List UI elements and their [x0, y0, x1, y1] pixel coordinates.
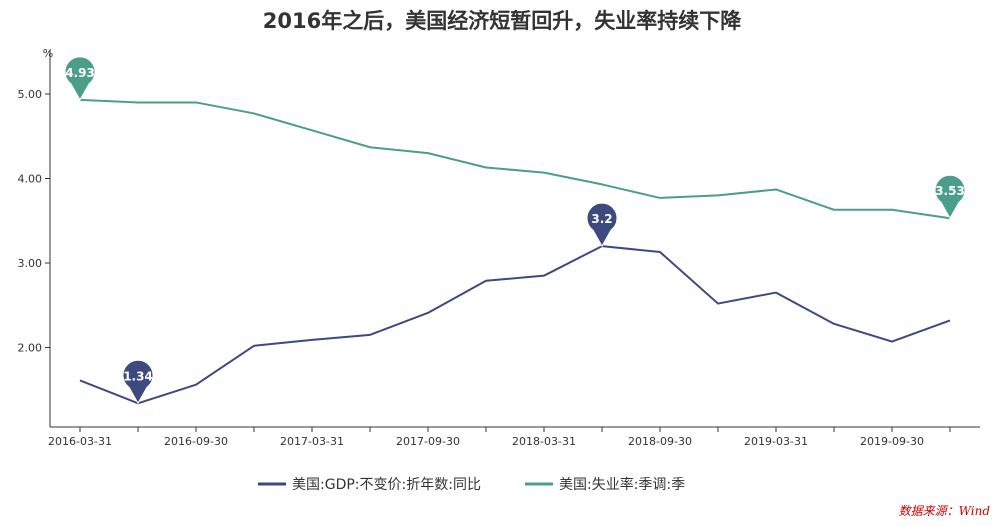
x-tick-label: 2018-09-30: [628, 435, 692, 448]
value-pin-label: 3.53: [935, 184, 965, 198]
y-tick-label: 2.00: [18, 342, 43, 355]
value-pin-label: 4.93: [65, 66, 95, 80]
legend: 美国:GDP:不变价:折年数:同比 美国:失业率:季调:季: [258, 476, 685, 493]
value-pin: 4.93: [64, 56, 96, 101]
value-pin-shape: [64, 56, 96, 101]
x-tick-label: 2017-03-31: [280, 435, 344, 448]
x-tick-label: 2017-09-30: [396, 435, 460, 448]
x-tick-label: 2019-09-30: [860, 435, 924, 448]
value-pin-label: 3.2: [591, 212, 612, 226]
legend-label: 美国:GDP:不变价:折年数:同比: [292, 477, 481, 493]
y-tick-label: 5.00: [18, 88, 43, 101]
value-pin: 3.2: [586, 202, 618, 248]
source-note: 数据来源：Wind: [899, 504, 991, 518]
legend-label: 美国:失业率:季调:季: [559, 476, 685, 493]
value-pin: 1.34: [122, 359, 154, 405]
x-tick-label: 2016-03-31: [48, 435, 112, 448]
value-pin-shape: [934, 174, 966, 220]
x-tick-label: 2019-03-31: [744, 435, 808, 448]
series-lines: [79, 98, 951, 405]
legend-item-0: 美国:GDP:不变价:折年数:同比: [258, 477, 481, 493]
value-pin: 3.53: [934, 174, 966, 220]
value-markers: 1.34 3.2 4.93 3.53: [64, 56, 966, 405]
x-tick-label: 2018-03-31: [512, 435, 576, 448]
y-axis-unit: %: [43, 47, 53, 60]
value-pin-label: 1.34: [123, 369, 153, 383]
y-tick-label: 4.00: [18, 173, 43, 186]
y-tick-label: 3.00: [18, 257, 43, 270]
series-line-0: [79, 245, 951, 405]
axes: 2.00 3.00 4.00 5.00 2016-03-31 2016-09-30 2017…: [18, 50, 980, 448]
chart-title: 2016年之后，美国经济短暂回升，失业率持续下降: [263, 9, 742, 33]
value-pin-shape: [122, 359, 154, 405]
series-line-1: [79, 98, 951, 220]
x-tick-label: 2016-09-30: [164, 435, 228, 448]
legend-item-1: 美国:失业率:季调:季: [525, 476, 685, 493]
value-pin-shape: [586, 202, 618, 248]
